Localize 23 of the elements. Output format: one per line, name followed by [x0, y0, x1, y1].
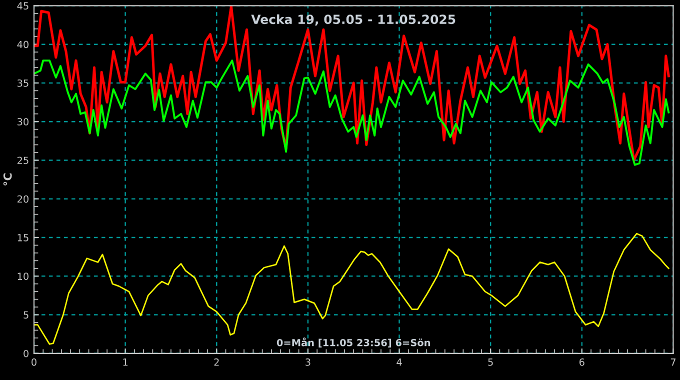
y-axis-title: °C	[3, 173, 12, 186]
text: Vecka 19, 05.05 - 11.05.2025	[251, 14, 456, 26]
y-tick-label: 0	[24, 350, 28, 358]
x-tick-label: 4	[396, 358, 402, 366]
line-series	[34, 6, 670, 162]
y-tick-label: 25	[17, 156, 28, 164]
x-tick-label: 1	[123, 358, 128, 366]
x-tick-label: 5	[488, 358, 493, 366]
x-tick-label: 2	[214, 358, 219, 366]
y-tick-label: 30	[18, 118, 28, 126]
x-tick-label: 3	[306, 358, 310, 366]
y-tick-label: 10	[18, 272, 28, 280]
y-tick-label: 40	[17, 40, 28, 48]
y-tick-label: 45	[17, 2, 28, 10]
x-tick-label: 7	[670, 358, 676, 366]
x-tick-label: 0	[32, 358, 36, 366]
y-tick-label: 35	[18, 79, 28, 87]
line-series	[34, 60, 670, 166]
annotation: 0=Mån [11.05 23:56] 6=Sön	[276, 338, 430, 348]
y-tick-label: 15	[18, 234, 28, 242]
y-tick-label: 5	[24, 311, 28, 319]
x-tick-label: 6	[579, 358, 584, 366]
y-tick-label: 20	[17, 195, 28, 203]
